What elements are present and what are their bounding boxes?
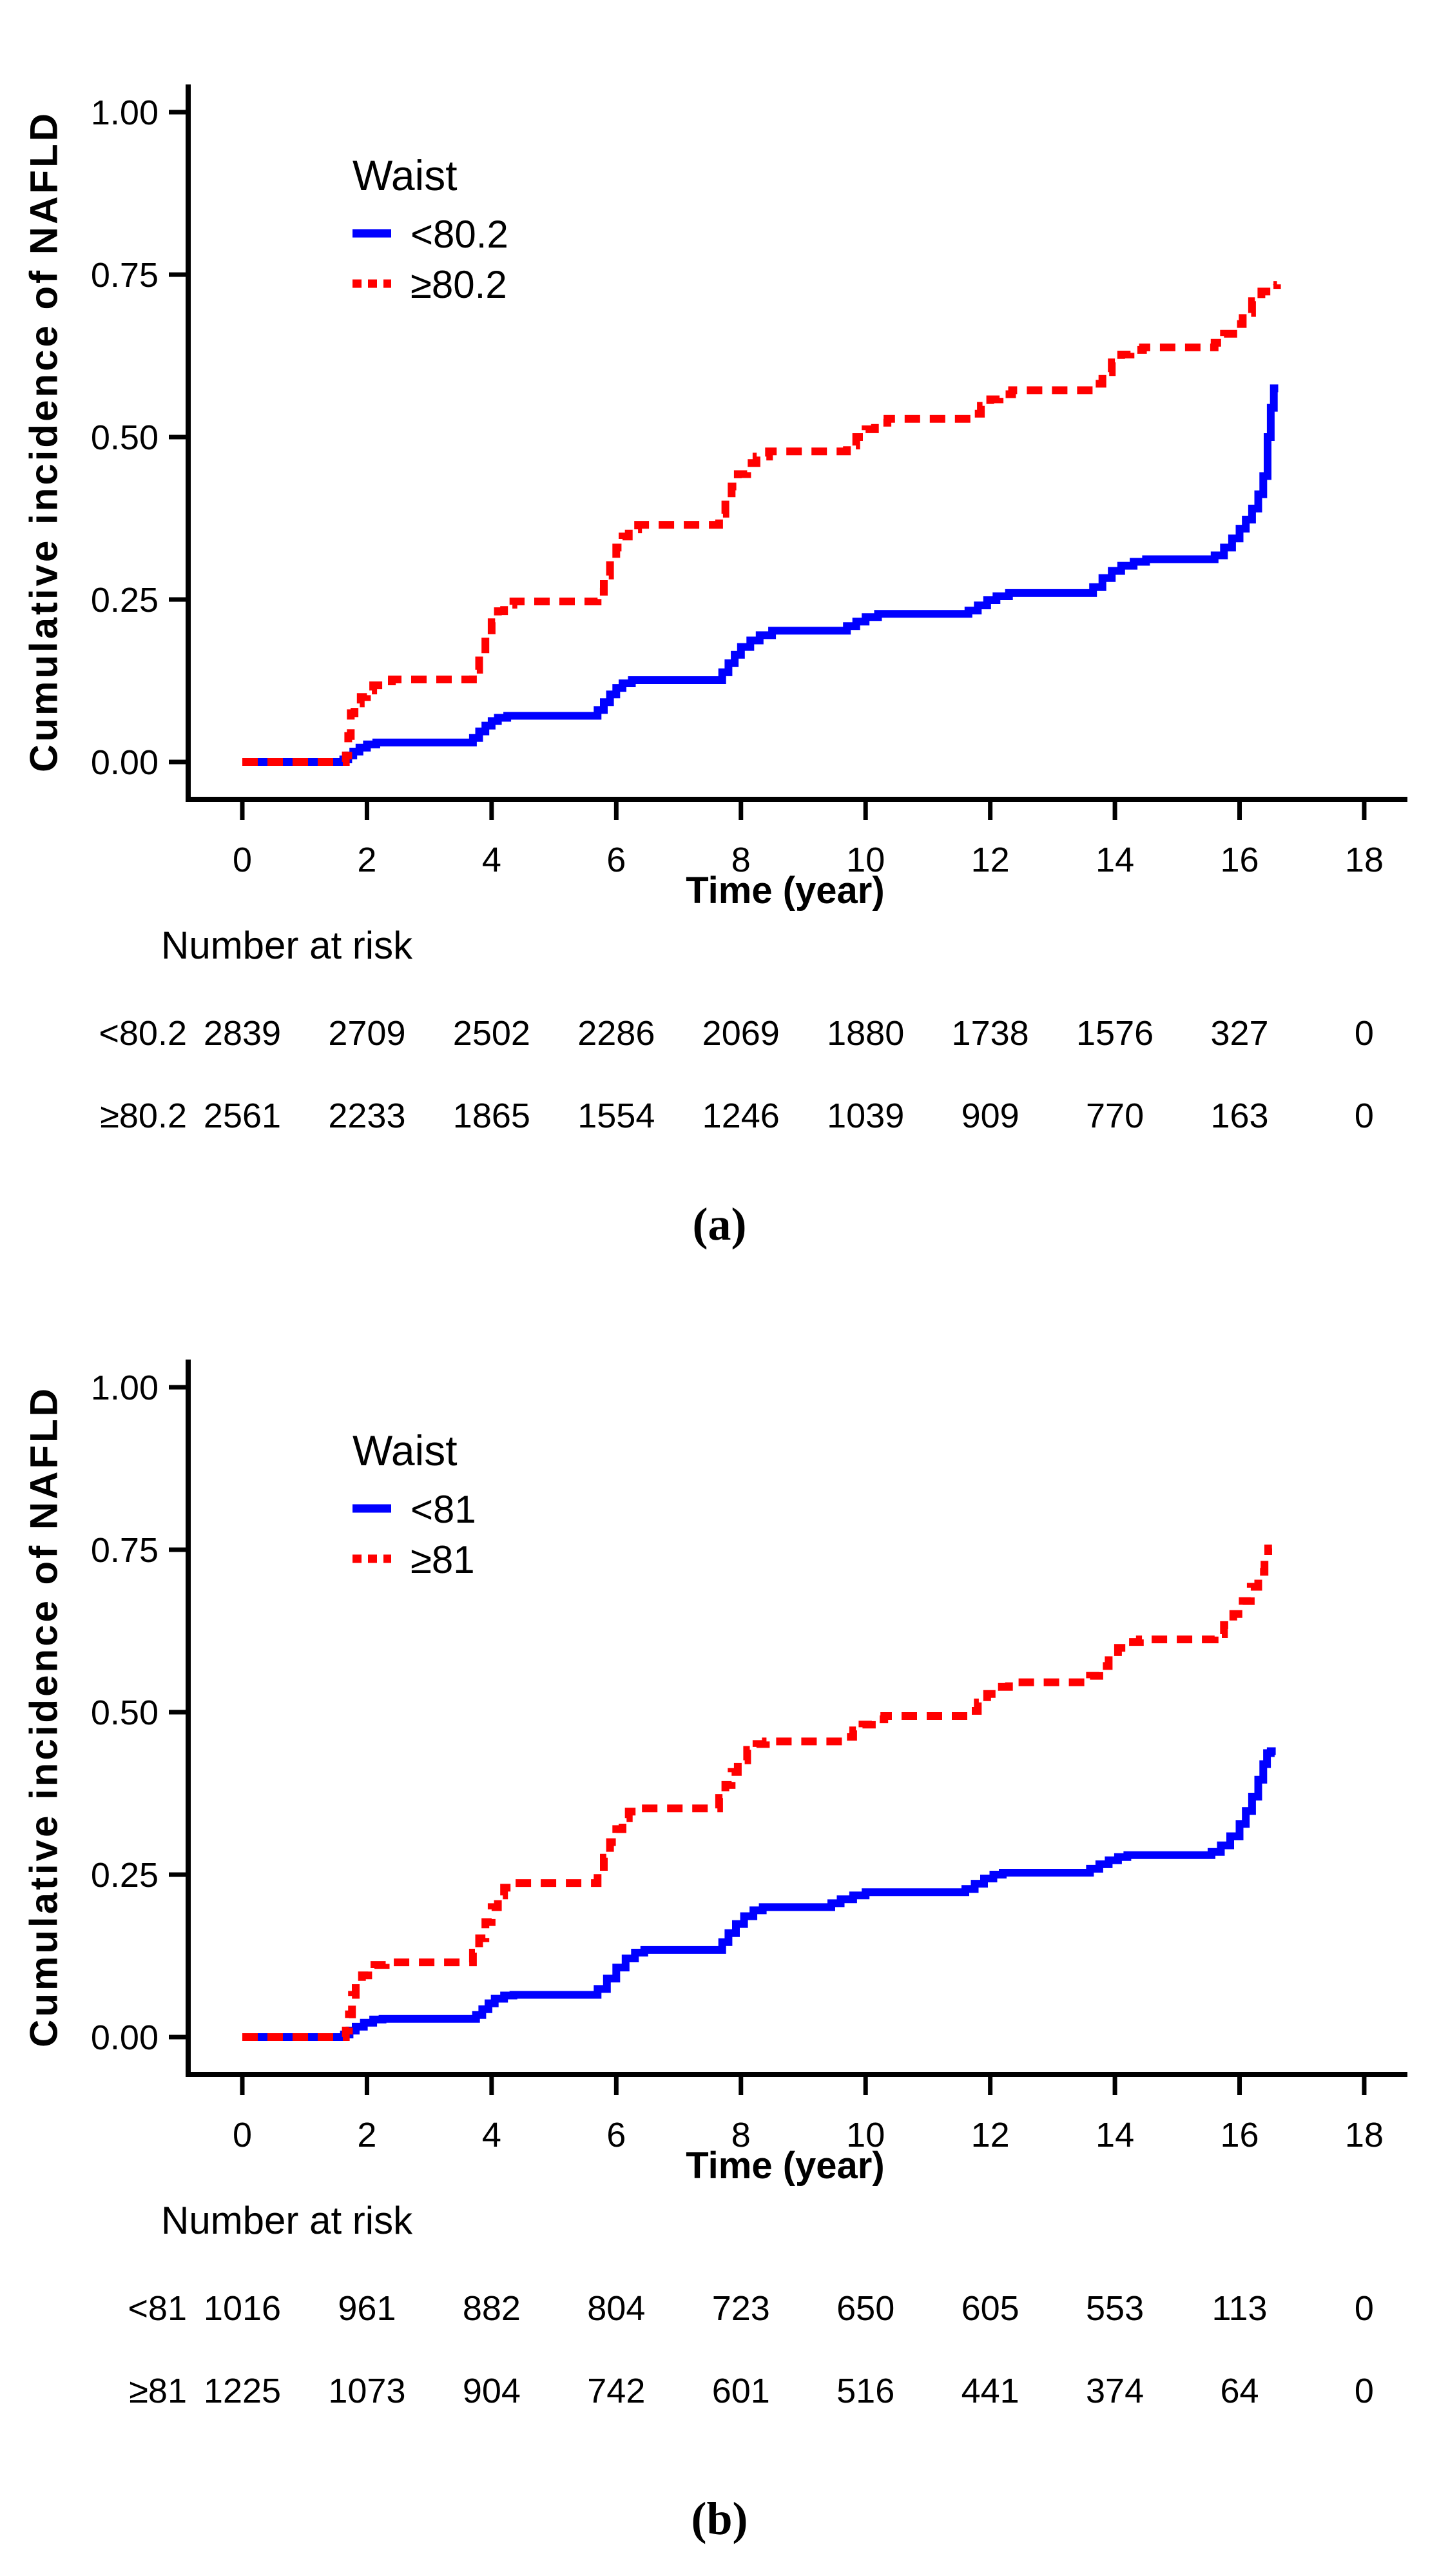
x-tick-label: 0 [233,2116,252,2154]
y-tick-label: 0.50 [91,418,159,457]
risk-value: 0 [1354,2289,1374,2328]
x-tick-label: 6 [606,841,626,879]
x-axis-title: Time (year) [686,2145,885,2187]
curve-high [242,1545,1272,2041]
risk-value: 1738 [951,1014,1029,1053]
y-axis-title: Cumulative incidence of NAFLD [22,110,66,773]
risk-value: 723 [711,2289,770,2328]
x-tick-label: 14 [1096,2116,1134,2154]
risk-value: 605 [961,2289,1019,2328]
risk-value: 2233 [328,1097,406,1135]
risk-row-label: ≥81 [129,2372,187,2410]
y-tick-label: 0.25 [91,581,159,620]
risk-value: 904 [462,2372,521,2410]
risk-value: 1073 [328,2372,406,2410]
legend-item-label-high: ≥81 [410,1538,475,1581]
risk-value: 1880 [827,1014,905,1053]
axes [186,1360,1407,2077]
risk-row-label: <81 [128,2289,187,2328]
risk-value: 1576 [1076,1014,1154,1053]
x-tick-label: 16 [1220,841,1259,879]
x-tick-label: 4 [482,2116,501,2154]
risk-value: 163 [1210,1097,1269,1135]
x-tick-label: 12 [971,2116,1010,2154]
risk-row-label: ≥80.2 [100,1097,187,1135]
km-plot-a: 0.00 0.25 0.50 0.75 1.00 0 2 4 6 8 10 12 14 16 18 [91,84,1407,879]
risk-value: 804 [587,2289,646,2328]
x-tick-label: 8 [731,2116,751,2154]
risk-value: 113 [1212,2289,1268,2328]
x-tick-label: 18 [1345,2116,1384,2154]
x-tick-label: 12 [971,841,1010,879]
y-tick-label: 0.25 [91,1856,159,1895]
x-tick-label: 0 [233,841,252,879]
legend-item-label-high: ≥80.2 [410,263,507,306]
risk-value: 0 [1354,1097,1374,1135]
curve-low [242,1747,1276,2041]
risk-value: 2709 [328,1014,406,1053]
km-plot-b: 0.00 0.25 0.50 0.75 1.00 0 2 4 6 8 10 12 14 16 18 [91,1360,1407,2154]
x-tick-label: 2 [357,2116,376,2154]
x-tick-label: 16 [1220,2116,1259,2154]
panel-caption-a: (a) [692,1198,747,1250]
risk-value: 2502 [452,1014,530,1053]
risk-value: 64 [1220,2372,1259,2410]
y-axis-title: Cumulative incidence of NAFLD [22,1385,66,2048]
risk-value: 2561 [203,1097,282,1135]
risk-value: 553 [1086,2289,1144,2328]
panel-b: 0.00 0.25 0.50 0.75 1.00 0 2 4 6 8 10 12 14 16 18 Cumu… [0,1275,1439,2576]
risk-value: 1554 [577,1097,655,1135]
y-tick-label: 0.75 [91,1531,159,1570]
legend-title: Waist [353,1427,458,1474]
panel-a: 0.00 0.25 0.50 0.75 1.00 0 2 4 6 8 10 12 14 16 18 Cumu… [0,0,1439,1275]
risk-row-label: <80.2 [99,1014,187,1053]
x-tick-label: 4 [482,841,501,879]
curve-high [242,281,1281,766]
risk-table-title: Number at risk [161,2199,413,2242]
risk-value: 441 [961,2372,1019,2410]
risk-value: 2069 [702,1014,780,1053]
x-tick-label: 6 [606,2116,626,2154]
legend-item-label-low: <81 [410,1488,476,1531]
risk-value: 961 [338,2289,396,2328]
y-tick-label: 0.00 [91,2018,159,2057]
y-tick-label: 1.00 [91,93,159,132]
x-tick-label: 10 [846,841,885,879]
risk-value: 1246 [702,1097,780,1135]
x-tick-label: 10 [846,2116,885,2154]
y-tick-label: 0.75 [91,256,159,295]
curve-low [242,384,1279,766]
y-tick-label: 0.50 [91,1693,159,1732]
x-tick-label: 2 [357,841,376,879]
risk-value: 1016 [203,2289,282,2328]
risk-value: 374 [1086,2372,1144,2410]
risk-value: 516 [836,2372,895,2410]
risk-value: 909 [961,1097,1019,1135]
risk-table-title: Number at risk [161,924,413,967]
risk-value: 1039 [827,1097,905,1135]
legend-item-label-low: <80.2 [410,213,508,256]
risk-value: 882 [462,2289,521,2328]
risk-value: 327 [1210,1014,1269,1053]
risk-value: 742 [587,2372,646,2410]
x-tick-label: 14 [1096,841,1134,879]
axes [186,84,1407,802]
risk-value: 0 [1354,1014,1374,1053]
x-axis-title: Time (year) [686,870,885,912]
risk-value: 1225 [203,2372,282,2410]
risk-value: 601 [711,2372,770,2410]
y-tick-label: 0.00 [91,743,159,782]
risk-value: 770 [1086,1097,1144,1135]
risk-value: 2286 [577,1014,655,1053]
panel-caption-b: (b) [691,2493,748,2544]
legend-title: Waist [353,151,458,199]
risk-value: 2839 [203,1014,282,1053]
x-tick-label: 18 [1345,841,1384,879]
x-tick-label: 8 [731,841,751,879]
risk-value: 0 [1354,2372,1374,2410]
y-tick-label: 1.00 [91,1369,159,1407]
risk-value: 1865 [452,1097,530,1135]
risk-value: 650 [836,2289,895,2328]
